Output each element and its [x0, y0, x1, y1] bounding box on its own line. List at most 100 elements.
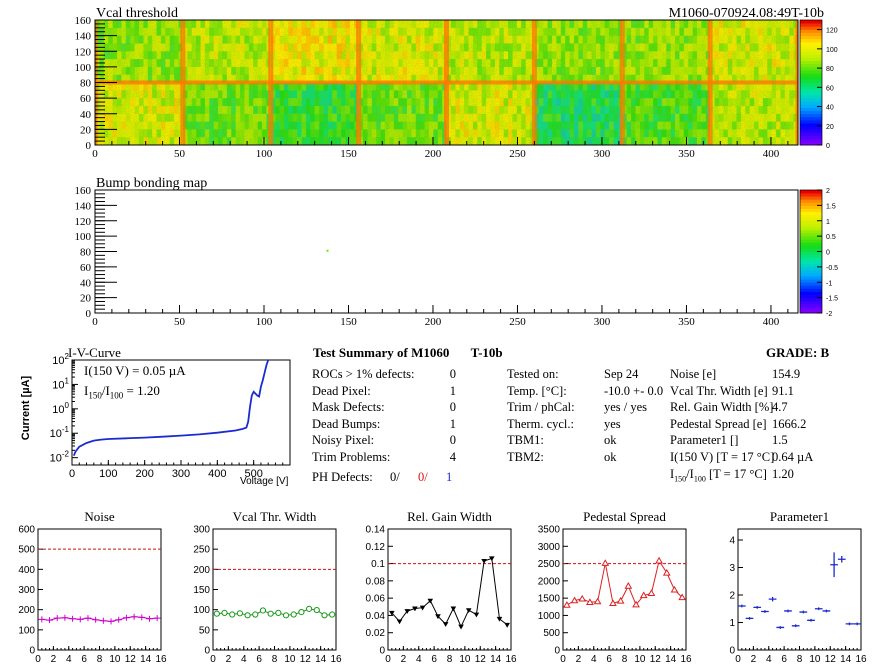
- bump-ytick-label: 0: [86, 308, 92, 320]
- summary-left-label: Noisy Pixel:: [312, 433, 375, 447]
- bump-ytick-label: 160: [75, 185, 92, 197]
- panel1-xtick-label: 12: [300, 654, 312, 665]
- bump-colorbar-label: -0.5: [826, 265, 838, 272]
- summary-mid-row: Trim / phCal: yes / yes: [507, 400, 677, 415]
- panel2-point: [488, 556, 495, 562]
- vcal-colorbar-band: [800, 101, 822, 105]
- summary-left-value: 0: [449, 400, 456, 414]
- bump-colorbar-band: [800, 254, 822, 259]
- vcal-colorbar-label: 100: [826, 47, 838, 54]
- vcal-xtick-label: 100: [256, 148, 273, 160]
- vcal-colorbar-band: [800, 54, 822, 58]
- bump-xtick-label: 50: [174, 316, 186, 328]
- summary-mid-label: Therm. cycl.:: [507, 416, 574, 431]
- panel4-point: [738, 604, 746, 608]
- bump-ytick-label: 40: [80, 277, 92, 289]
- summary-left-value: 4: [449, 449, 456, 464]
- bump-xtick-label: 200: [425, 316, 442, 328]
- bump-colorbar-band: [800, 199, 822, 203]
- panel0-ytick-label: 100: [18, 625, 35, 636]
- vcal-colorbar-band: [800, 23, 822, 27]
- bump-colorbar-label: -2: [826, 311, 832, 318]
- panel3-ytick-label: 1500: [538, 594, 561, 605]
- vcal-colorbar-band: [800, 138, 822, 143]
- iv-title: I-V-Curve: [68, 345, 121, 360]
- panel1-xtick-label: 14: [315, 654, 327, 665]
- bump-defect-point: [326, 249, 329, 252]
- panel2-series-line: [391, 557, 508, 628]
- panel3-ytick-label: 1000: [538, 611, 561, 622]
- summary-right-label: Parameter1 []: [670, 433, 739, 447]
- panel2-xtick-label: 16: [505, 654, 517, 665]
- panel3-point: [616, 596, 625, 604]
- ph-defects-v3: 1: [446, 470, 453, 484]
- panel1-ytick-label: 0: [204, 646, 210, 657]
- bump-ytick-label: 140: [75, 200, 92, 212]
- panel2-point: [504, 622, 510, 628]
- panel2-xtick-label: 0: [385, 654, 391, 665]
- iv-current-at-150: I(150 V) = 0.05 µA: [84, 363, 186, 378]
- vcal-colorbar-band: [800, 85, 822, 90]
- bump-colorbar-label: -1: [826, 280, 832, 287]
- panel0-point: [122, 614, 130, 621]
- vcal-colorbar-band: [800, 51, 822, 55]
- panel0-series-line: [41, 616, 158, 622]
- vcal-colorbar-label: 120: [826, 28, 838, 35]
- panel0-point: [153, 615, 161, 622]
- iv-series-line: [72, 359, 270, 457]
- summary-mid-value: yes: [604, 416, 621, 431]
- ratio-sub2: 100: [693, 474, 706, 484]
- panel2-ytick-label: 0.12: [366, 542, 386, 553]
- panel3-ytick-label: 2500: [538, 559, 561, 570]
- panel4-xtick-label: 6: [781, 654, 787, 665]
- vcal-colorbar-band: [800, 48, 822, 52]
- panel0-point: [84, 615, 92, 622]
- iv-xtick-label: 400: [208, 468, 226, 480]
- summary-right-value: 154.9: [772, 367, 801, 381]
- panel1-point: [321, 612, 328, 619]
- summary-left-row: Mask Defects: 0: [312, 400, 462, 415]
- vcal-colorbar-frame: [799, 19, 823, 146]
- panel2-xtick-label: 10: [459, 654, 471, 665]
- panel4-xtick-label: 10: [809, 654, 821, 665]
- bump-map-title: Bump bonding map: [96, 176, 208, 191]
- summary-right-value: 4.7: [772, 400, 788, 414]
- panel3-xtick-label: 6: [606, 654, 612, 665]
- vcal-colorbar-band: [800, 82, 822, 87]
- summary-mid-label: Temp. [°C]:: [507, 383, 567, 398]
- panel2-point: [481, 558, 487, 564]
- vcal-colorbar-label: 80: [826, 66, 834, 73]
- iv-ratio-value: = 1.20: [123, 383, 160, 398]
- bump-colorbar-band: [800, 260, 822, 265]
- vcal-colorbar-band: [800, 120, 822, 124]
- summary-mid-value: ok: [604, 433, 617, 447]
- vcal-ytick-label: 20: [80, 124, 92, 136]
- panel4-point: [784, 609, 792, 613]
- bump-colorbar-band: [800, 297, 822, 302]
- bump-colorbar-band: [800, 294, 822, 299]
- panel3-point: [601, 559, 610, 566]
- vcal-colorbar-band: [800, 104, 822, 108]
- iv-ytick-label: 101: [52, 376, 69, 391]
- panel1-title: Vcal Thr. Width: [233, 509, 317, 524]
- vcal-xtick-label: 400: [763, 148, 780, 160]
- panel3-point: [662, 568, 671, 576]
- panel1-series-line: [216, 608, 333, 616]
- panel2-point: [496, 616, 503, 622]
- bump-colorbar-band: [800, 303, 822, 308]
- vcal-colorbar-band: [800, 32, 822, 37]
- panel1-ytick-label: 150: [193, 585, 210, 596]
- panel0-xtick-label: 2: [51, 654, 57, 665]
- panel1-point: [221, 609, 228, 616]
- panel0-xtick-label: 12: [125, 654, 137, 665]
- summary-left-row: Dead Pixel: 1: [312, 384, 462, 399]
- summary-mid-label: Trim / phCal:: [507, 400, 575, 414]
- summary-mid-value: Sep 24: [604, 367, 639, 381]
- panel1-point: [290, 611, 297, 618]
- summary-right-row: Pedestal Spread [e] 1666.2: [670, 417, 860, 432]
- summary-mid-row: TBM2: ok: [507, 450, 677, 465]
- bump-colorbar-band: [800, 214, 822, 219]
- panel1-point: [244, 612, 251, 619]
- vcal-colorbar-band: [800, 129, 822, 133]
